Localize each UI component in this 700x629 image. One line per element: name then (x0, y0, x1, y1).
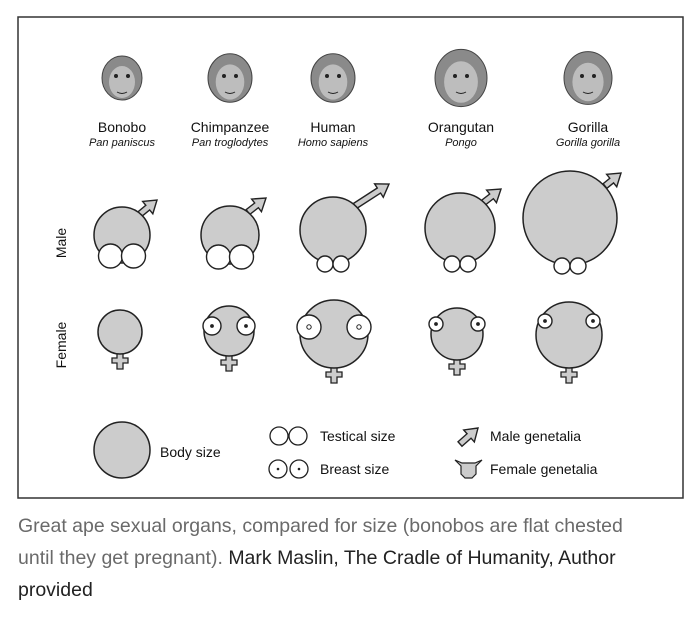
male-symbol (299, 183, 391, 273)
species-latin-name: Pan troglodytes (192, 137, 269, 149)
female-body-circle (535, 301, 603, 369)
legend: Body size Testical size Breast size Male… (93, 421, 598, 479)
testis-circle (228, 244, 255, 270)
female-genitalia-cross (111, 350, 129, 370)
species-portrait (434, 48, 488, 108)
male-body-circle (299, 196, 367, 264)
male-symbol (200, 197, 267, 270)
species-portrait (207, 53, 253, 103)
female-genitalia-cross (448, 356, 466, 376)
female-symbol (535, 301, 603, 384)
caption-text: Great ape sexual organs, compared for si… (18, 515, 623, 569)
testis-circle (332, 255, 350, 273)
testis-circle (120, 243, 147, 269)
species-name: Chimpanzee (191, 119, 270, 135)
species-portrait (310, 53, 356, 103)
legend-breast-label: Breast size (320, 461, 389, 477)
species-name: Gorilla (568, 119, 609, 135)
testis-circle (97, 243, 124, 269)
caption-credit: Mark Maslin, The Cradle of Humanity, Aut… (18, 547, 616, 601)
species-portrait (563, 51, 613, 105)
female-symbol (202, 305, 256, 372)
female-symbol (296, 299, 372, 384)
female-body-circle (430, 307, 484, 361)
female-symbol (428, 307, 486, 376)
testis-circle (443, 255, 461, 273)
female-genitalia-cross (325, 364, 343, 384)
row-label-female: Female (53, 321, 69, 368)
legend-body-label: Body size (160, 444, 221, 460)
legend-female-genitalia-icon (454, 459, 483, 479)
male-genitalia-arrow (480, 188, 502, 207)
male-genitalia-arrow (245, 197, 267, 216)
legend-testes-icon (269, 426, 308, 446)
legend-body-icon (93, 421, 151, 479)
legend-breast-icon (268, 459, 309, 479)
male-genitalia-arrow (602, 172, 622, 190)
legend-male-genitalia-label: Male genetalia (490, 428, 581, 444)
species-name: Bonobo (98, 119, 146, 135)
species-portrait (101, 55, 143, 101)
species-latin-name: Pan paniscus (89, 137, 156, 149)
male-genitalia-arrow (137, 199, 158, 218)
female-symbol (97, 309, 143, 370)
species-name: Human (310, 119, 355, 135)
species-latin-name: Gorilla gorilla (556, 137, 620, 149)
testis-circle (553, 257, 571, 275)
male-body-circle (522, 170, 618, 266)
caption: Great ape sexual organs, compared for si… (18, 510, 658, 606)
great-ape-diagram: Bonobo Pan paniscus Chimpanzee Pan troglody… (17, 16, 684, 499)
species-latin-name: Homo sapiens (298, 137, 369, 149)
female-body-circle (97, 309, 143, 355)
testis-circle (205, 244, 232, 270)
legend-testes-label: Testical size (320, 428, 396, 444)
species-name: Orangutan (428, 119, 494, 135)
female-genitalia-cross (220, 352, 238, 372)
legend-female-genitalia-label: Female genetalia (490, 461, 598, 477)
male-symbol (424, 188, 502, 273)
female-genitalia-cross (560, 364, 578, 384)
male-symbol (93, 199, 158, 269)
species-latin-name: Pongo (445, 137, 477, 149)
testis-circle (316, 255, 334, 273)
testis-circle (569, 257, 587, 275)
legend-male-genitalia-icon (457, 427, 479, 448)
male-genitalia-arrow (352, 183, 391, 210)
row-label-male: Male (53, 228, 69, 259)
testis-circle (459, 255, 477, 273)
male-body-circle (424, 192, 496, 264)
male-symbol (522, 170, 622, 275)
